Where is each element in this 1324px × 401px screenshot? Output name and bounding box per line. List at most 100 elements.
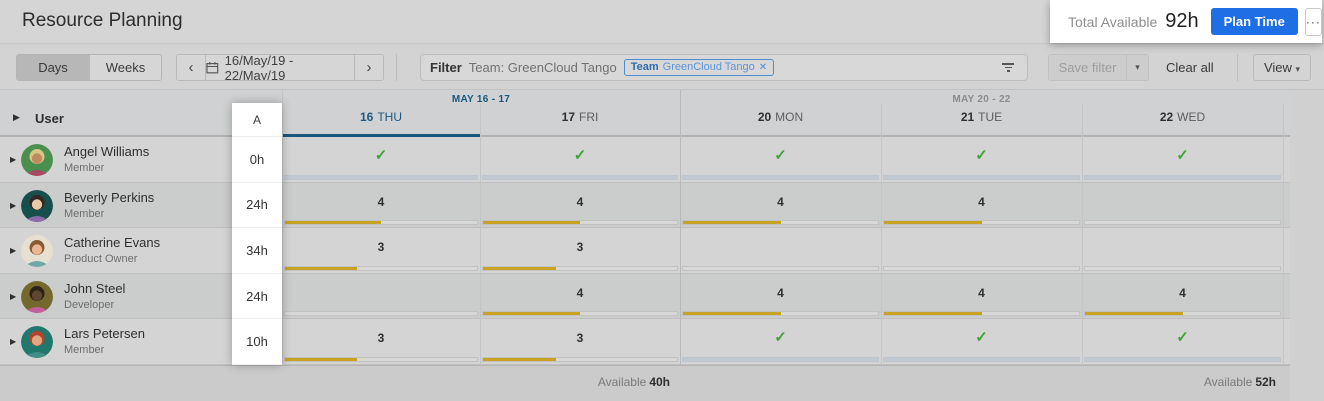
check-icon: ✓ [975, 329, 988, 347]
capacity-bar [1084, 220, 1281, 226]
toolbar-divider [1237, 54, 1238, 81]
plan-time-button[interactable]: Plan Time [1210, 8, 1298, 35]
clear-all-button[interactable]: Clear all [1166, 60, 1214, 75]
date-range-picker[interactable]: 16/May/19 - 22/May/19 [205, 55, 355, 80]
user-column-header: User [35, 111, 64, 126]
capacity-bar [1084, 311, 1281, 317]
prev-period-button[interactable]: ‹ [177, 55, 205, 80]
total-available-label: Total Available [1068, 13, 1158, 30]
day-name: TUE [978, 110, 1003, 124]
plan-cell[interactable]: 3 [480, 228, 680, 274]
day-header-wed-22[interactable]: 22 WED [1082, 110, 1283, 124]
plan-cell[interactable]: ✓ [881, 319, 1082, 365]
planned-hours: 4 [978, 194, 985, 209]
plan-cell[interactable]: ✓ [480, 137, 680, 183]
plan-cell[interactable]: 4 [680, 274, 881, 320]
grid-line [1283, 104, 1284, 365]
plan-cell[interactable]: 3 [282, 228, 480, 274]
plan-cell[interactable] [881, 228, 1082, 274]
plan-cell[interactable]: 3 [480, 319, 680, 365]
days-toggle-button[interactable]: Days [17, 55, 89, 80]
plan-cell[interactable] [282, 274, 480, 320]
filter-bar[interactable]: Filter Team: GreenCloud Tango Team Green… [420, 54, 1028, 81]
day-header-fri-17[interactable]: 17 FRI [480, 110, 680, 124]
plan-cell[interactable]: 4 [881, 183, 1082, 229]
plan-cell[interactable]: 3 [282, 319, 480, 365]
capacity-bar [883, 220, 1080, 226]
filter-funnel-icon[interactable] [998, 59, 1018, 76]
date-range-text: 16/May/19 - 22/May/19 [224, 54, 294, 81]
plan-cell[interactable]: ✓ [680, 319, 881, 365]
availability-value: 24h [232, 183, 282, 229]
capacity-bar [682, 356, 879, 362]
plan-cell[interactable]: 4 [480, 183, 680, 229]
plan-cell[interactable]: 4 [1082, 274, 1283, 320]
planning-grid: ▶ User MAY 16 - 17 MAY 20 - 22 16 THU 17 F… [0, 90, 1290, 401]
expand-all-icon[interactable]: ▶ [13, 112, 20, 122]
plan-cell[interactable]: 4 [480, 274, 680, 320]
plan-cell[interactable]: ✓ [1082, 319, 1283, 365]
planned-hours: 4 [377, 194, 385, 209]
save-filter-button[interactable]: Save filter [1049, 55, 1126, 80]
more-options-button[interactable]: ··· [1304, 7, 1322, 36]
plan-cell[interactable]: ✓ [282, 137, 480, 183]
day-number: 20 [757, 110, 772, 124]
week-group-label-next: MAY 20 - 22 [952, 94, 1011, 105]
plan-cell[interactable]: ✓ [881, 137, 1082, 183]
expand-row-icon[interactable]: ▶ [10, 246, 17, 256]
day-header-thu-16[interactable]: 16 THU [282, 110, 480, 124]
expand-row-icon[interactable]: ▶ [10, 291, 17, 301]
plan-cell[interactable]: ✓ [680, 137, 881, 183]
day-header-mon-20[interactable]: 20 MON [680, 110, 881, 124]
check-icon: ✓ [573, 147, 587, 164]
plan-cell[interactable]: 4 [282, 183, 480, 229]
planned-hours: 3 [377, 240, 385, 255]
planned-hours: 4 [777, 194, 784, 209]
availability-value: 0h [232, 137, 282, 183]
availability-column-spotlight: A 0h 24h 34h 24h 10h [232, 103, 282, 365]
filter-tag-name: GreenCloud Tango [662, 61, 755, 73]
capacity-bar [482, 174, 678, 180]
grid-body: ▶ Angel Williams Member ✓ ✓ ✓ ✓ ✓ ▶ Bever… [0, 137, 1290, 365]
planned-hours: 3 [576, 240, 584, 255]
check-icon: ✓ [774, 147, 787, 164]
user-name: John Steel [64, 280, 126, 296]
date-navigation: ‹ 16/May/19 - 22/May/19 › [176, 54, 384, 81]
expand-row-icon[interactable]: ▶ [10, 337, 17, 347]
day-name: THU [377, 110, 403, 124]
plan-cell[interactable]: 4 [881, 274, 1082, 320]
availability-value: 10h [232, 319, 282, 365]
day-header-tue-21[interactable]: 21 TUE [881, 110, 1082, 124]
plan-cell[interactable] [1082, 228, 1283, 274]
expand-row-icon[interactable]: ▶ [10, 155, 17, 164]
capacity-bar [883, 356, 1080, 362]
user-name: Beverly Perkins [64, 189, 155, 205]
capacity-bar [682, 220, 879, 226]
grid-header: ▶ User MAY 16 - 17 MAY 20 - 22 16 THU 17 F… [0, 90, 1290, 137]
weeks-toggle-button[interactable]: Weeks [89, 55, 161, 80]
expand-row-icon[interactable]: ▶ [10, 200, 17, 210]
remove-tag-icon[interactable]: ✕ [758, 61, 768, 73]
capacity-bar [284, 356, 478, 362]
user-name: Catherine Evans [64, 235, 161, 251]
availability-value: 24h [232, 274, 282, 320]
grid-line [282, 90, 283, 365]
day-number: 21 [960, 110, 975, 124]
view-button[interactable]: View ▾ [1253, 54, 1311, 81]
capacity-bar [482, 220, 678, 226]
user-row-beverly-perkins: ▶ Beverly Perkins Member 4 4 4 4 [0, 182, 1290, 229]
day-name: WED [1177, 110, 1206, 124]
plan-cell[interactable]: ✓ [1082, 137, 1283, 183]
avatar [21, 189, 53, 222]
next-period-button[interactable]: › [355, 55, 383, 80]
planned-hours: 4 [777, 285, 784, 300]
filter-tag-team[interactable]: Team GreenCloud Tango ✕ [623, 59, 775, 76]
plan-cell[interactable] [680, 228, 881, 274]
plan-cell[interactable]: 4 [680, 183, 881, 229]
day-name: FRI [579, 110, 599, 124]
save-filter-dropdown-button[interactable]: ▾ [1126, 55, 1148, 80]
plan-cell[interactable] [1082, 183, 1283, 229]
capacity-bar [682, 311, 879, 317]
capacity-bar [482, 265, 678, 271]
capacity-bar [482, 311, 678, 317]
